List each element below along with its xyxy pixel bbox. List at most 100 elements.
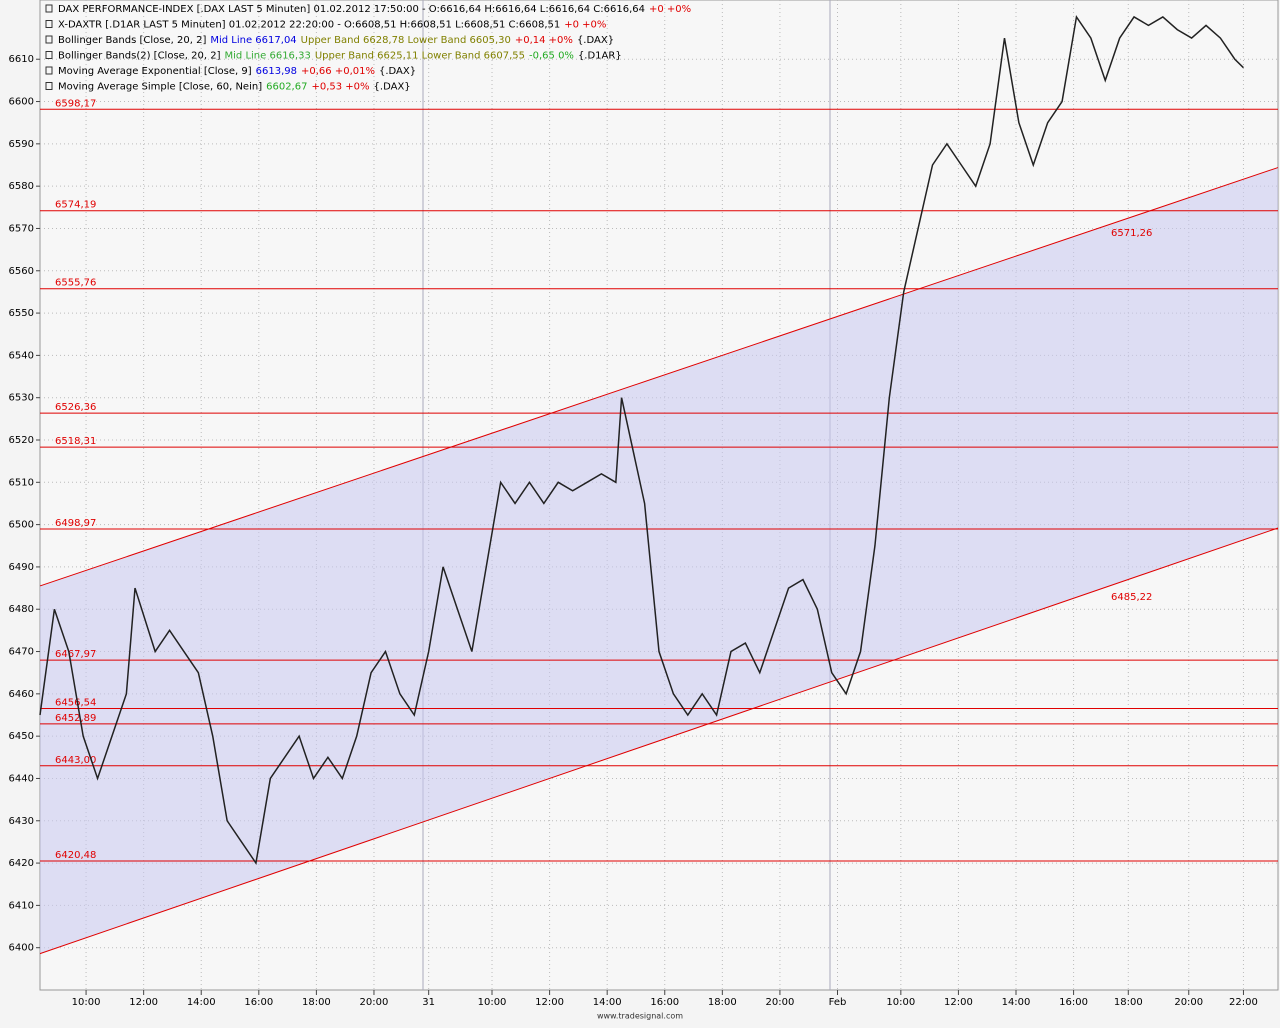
legend-part: {.DAX} <box>577 35 614 46</box>
legend-part: +0 +0% <box>564 20 606 31</box>
channel-line <box>39 527 1279 955</box>
legend-part: DAX PERFORMANCE-INDEX [.DAX LAST 5 Minut… <box>58 4 645 15</box>
level-label: 6498,97 <box>55 518 96 529</box>
legend-part: 6602,67 <box>266 82 307 93</box>
x-tick-label: 14:00 <box>1002 997 1031 1008</box>
x-tick-label: 18:00 <box>1114 997 1143 1008</box>
annotation: 6571,26 <box>1111 228 1152 239</box>
legend-icon <box>45 51 53 59</box>
level-label: 6526,36 <box>55 402 96 413</box>
x-tick-label: 16:00 <box>650 997 679 1008</box>
y-tick-label: 6500 <box>9 520 34 531</box>
y-tick-label: 6600 <box>9 97 34 108</box>
y-tick-label: 6550 <box>9 308 34 319</box>
x-tick-label: 18:00 <box>302 997 331 1008</box>
y-tick-label: 6540 <box>9 350 34 361</box>
level-label: 6555,76 <box>55 278 96 289</box>
legend-icon <box>45 82 53 90</box>
x-tick-label: 12:00 <box>129 997 158 1008</box>
legend-entry: Bollinger Bands [Close, 20, 2] Mid Line 6… <box>58 35 614 46</box>
level-label: 6443,00 <box>55 755 96 766</box>
channel-line <box>39 167 1279 587</box>
y-tick-label: 6520 <box>9 435 34 446</box>
series <box>39 14 1244 866</box>
legend-part: Upper Band 6628,78 Lower Band 6605,30 <box>301 35 511 46</box>
x-tick-label: 10:00 <box>886 997 915 1008</box>
y-tick-label: 6410 <box>9 900 34 911</box>
legend-part: Mid Line 6616,33 <box>225 51 311 62</box>
axes: 6400 6410 6420 6430 6440 6450 6460 6470 6480 6490… <box>9 54 1258 1008</box>
y-tick-label: 6590 <box>9 139 34 150</box>
legend-part: +0,66 +0,01% <box>301 66 375 77</box>
legend-part: +0,14 +0% <box>515 35 573 46</box>
price-line <box>39 14 1244 866</box>
x-tick-label: 20:00 <box>766 997 795 1008</box>
y-tick-label: 6470 <box>9 647 34 658</box>
y-tick-label: 6490 <box>9 562 34 573</box>
annotation: 6485,22 <box>1111 592 1152 603</box>
x-tick-label: 10:00 <box>72 997 101 1008</box>
x-tick-label: 18:00 <box>708 997 737 1008</box>
x-tick-label: 20:00 <box>360 997 389 1008</box>
y-tick-label: 6440 <box>9 773 34 784</box>
legend-part: Moving Average Simple [Close, 60, Nein] <box>58 82 262 93</box>
y-tick-label: 6480 <box>9 604 34 615</box>
x-tick-label: Feb <box>829 997 847 1008</box>
x-tick-label: 31 <box>422 997 435 1008</box>
x-tick-label: 22:00 <box>1229 997 1258 1008</box>
legend-part: X-DAXTR [.D1AR LAST 5 Minuten] 01.02.201… <box>58 20 560 31</box>
level-label: 6518,31 <box>55 436 96 447</box>
legend-icon <box>45 4 53 13</box>
legend-part: +0 +0% <box>649 4 691 15</box>
level-label: 6452,89 <box>55 713 96 724</box>
legend-entry: Moving Average Simple [Close, 60, Nein] 6… <box>58 82 411 93</box>
legend-entry: Bollinger Bands(2) [Close, 20, 2] Mid Lin… <box>58 51 622 62</box>
x-tick-label: 16:00 <box>1059 997 1088 1008</box>
grid <box>40 0 1278 990</box>
y-tick-label: 6460 <box>9 689 34 700</box>
footer: www.tradesignal.com <box>597 1012 683 1021</box>
levels: 6598,17 6574,19 6555,76 6526,36 6518,31 6498,… <box>40 98 1278 862</box>
legend-part: Moving Average Exponential [Close, 9] <box>58 66 252 77</box>
legend-part: +0,53 +0% <box>311 82 369 93</box>
legend-icon <box>45 66 53 75</box>
x-tick-label: 14:00 <box>593 997 622 1008</box>
legend-entry: X-DAXTR [.D1AR LAST 5 Minuten] 01.02.201… <box>58 20 606 31</box>
legend-part: {.DAX} <box>379 66 416 77</box>
legend-part: Upper Band 6625,11 Lower Band 6607,55 <box>315 51 525 62</box>
legend-icon <box>45 35 53 44</box>
legend-icon <box>45 20 53 28</box>
legend-part: Mid Line 6617,04 <box>210 35 296 46</box>
legend-part: {.DAX} <box>374 82 411 93</box>
level-label: 6456,54 <box>55 697 96 708</box>
legend-entry: Moving Average Exponential [Close, 9] 661… <box>58 66 416 77</box>
y-tick-label: 6430 <box>9 816 34 827</box>
x-tick-label: 20:00 <box>1174 997 1203 1008</box>
x-tick-label: 10:00 <box>478 997 507 1008</box>
y-tick-label: 6420 <box>9 858 34 869</box>
legend-part: Bollinger Bands(2) [Close, 20, 2] <box>58 51 221 62</box>
level-label: 6574,19 <box>55 200 96 211</box>
x-tick-label: 12:00 <box>944 997 973 1008</box>
y-tick-label: 6570 <box>9 223 34 234</box>
y-tick-label: 6560 <box>9 266 34 277</box>
x-tick-label: 16:00 <box>244 997 273 1008</box>
level-label: 6598,17 <box>55 98 96 109</box>
legend-part: 6613,98 <box>256 66 297 77</box>
legend: DAX PERFORMANCE-INDEX [.DAX LAST 5 Minut… <box>45 4 691 93</box>
legend-part: Bollinger Bands [Close, 20, 2] <box>58 35 206 46</box>
y-tick-label: 6400 <box>9 943 34 954</box>
y-tick-label: 6610 <box>9 54 34 65</box>
legend-part: {.D1AR} <box>578 51 622 62</box>
legend-entry: DAX PERFORMANCE-INDEX [.DAX LAST 5 Minut… <box>58 4 691 15</box>
y-tick-label: 6580 <box>9 181 34 192</box>
y-tick-label: 6530 <box>9 393 34 404</box>
x-tick-label: 14:00 <box>187 997 216 1008</box>
legend-part: -0,65 0% <box>529 51 574 62</box>
x-tick-label: 12:00 <box>535 997 564 1008</box>
level-label: 6420,48 <box>55 850 96 861</box>
y-tick-label: 6510 <box>9 477 34 488</box>
y-tick-label: 6450 <box>9 731 34 742</box>
